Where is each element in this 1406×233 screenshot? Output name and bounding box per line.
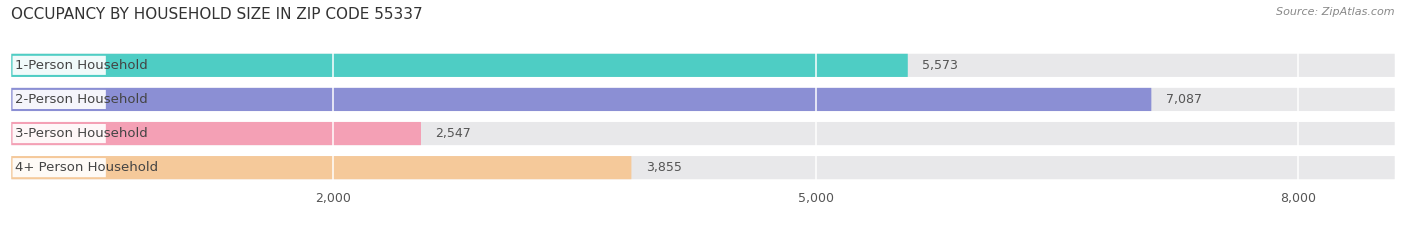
Text: 5,573: 5,573 [922,59,957,72]
FancyBboxPatch shape [11,54,908,77]
Text: 1-Person Household: 1-Person Household [15,59,148,72]
FancyBboxPatch shape [11,122,420,145]
FancyBboxPatch shape [11,88,1152,111]
FancyBboxPatch shape [11,122,1395,145]
FancyBboxPatch shape [13,158,105,177]
Text: 2,547: 2,547 [436,127,471,140]
Text: 3-Person Household: 3-Person Household [15,127,148,140]
FancyBboxPatch shape [11,156,631,179]
FancyBboxPatch shape [13,56,105,75]
Text: 2-Person Household: 2-Person Household [15,93,148,106]
FancyBboxPatch shape [11,54,1395,77]
FancyBboxPatch shape [13,124,105,143]
FancyBboxPatch shape [11,88,1395,111]
Text: 3,855: 3,855 [645,161,682,174]
Text: Source: ZipAtlas.com: Source: ZipAtlas.com [1277,7,1395,17]
Text: 4+ Person Household: 4+ Person Household [15,161,157,174]
Text: OCCUPANCY BY HOUSEHOLD SIZE IN ZIP CODE 55337: OCCUPANCY BY HOUSEHOLD SIZE IN ZIP CODE … [11,7,423,22]
Text: 7,087: 7,087 [1166,93,1202,106]
FancyBboxPatch shape [13,90,105,109]
FancyBboxPatch shape [11,156,1395,179]
